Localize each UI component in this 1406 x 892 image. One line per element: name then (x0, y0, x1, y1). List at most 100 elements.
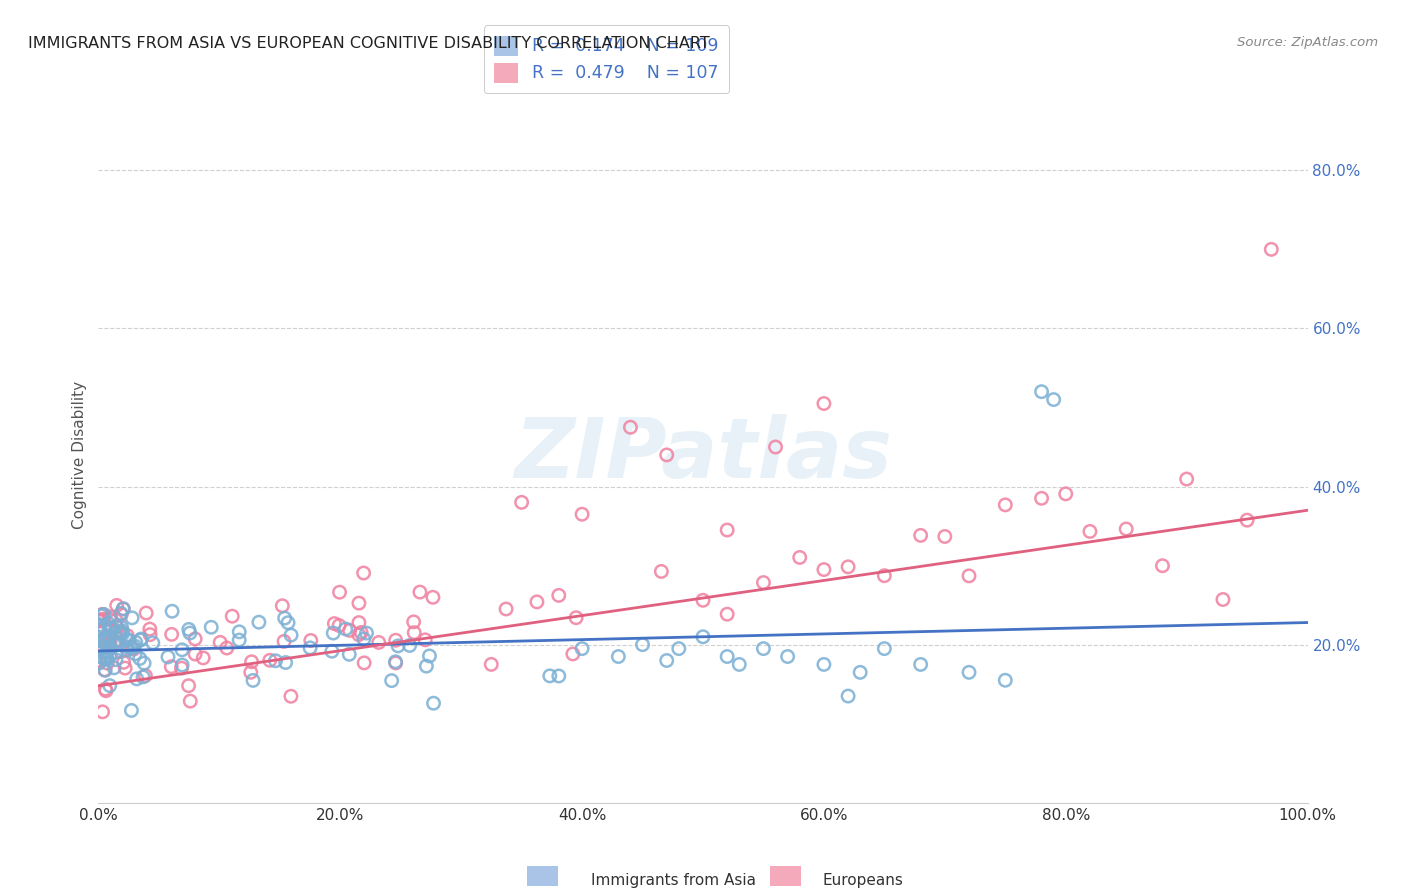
Point (160, 627, 183, 641)
Point (547, 588, 569, 602)
Point (339, 624, 361, 638)
Point (479, 657, 502, 672)
Point (103, 661, 125, 675)
Point (849, 665, 872, 680)
Text: Europeans: Europeans (823, 872, 904, 888)
Point (121, 611, 143, 625)
Point (353, 656, 375, 670)
Point (91, 612, 114, 626)
Point (135, 606, 157, 620)
Point (1236, 513, 1258, 527)
Point (1054, 487, 1077, 501)
Point (184, 632, 207, 646)
Point (299, 633, 322, 648)
Point (114, 661, 136, 675)
Point (108, 636, 131, 650)
Point (1115, 522, 1137, 536)
Point (89, 654, 111, 668)
Point (347, 627, 370, 641)
Point (571, 507, 593, 521)
Point (418, 648, 440, 663)
Point (112, 602, 135, 616)
Text: Immigrants from Asia: Immigrants from Asia (591, 872, 755, 888)
Point (561, 647, 583, 661)
Point (96, 652, 118, 666)
Point (335, 622, 357, 636)
Point (134, 669, 156, 683)
Point (910, 657, 932, 672)
Point (139, 622, 162, 636)
Point (813, 396, 835, 410)
Point (347, 596, 370, 610)
Point (132, 670, 155, 684)
Point (91, 635, 114, 649)
Point (1031, 491, 1053, 506)
Point (789, 550, 811, 565)
Point (353, 632, 375, 646)
Point (239, 665, 262, 680)
Point (384, 633, 406, 648)
Point (381, 673, 404, 688)
Point (184, 647, 207, 661)
Point (716, 523, 738, 537)
Point (668, 641, 690, 656)
Point (273, 611, 295, 625)
Point (240, 655, 263, 669)
Point (328, 618, 350, 632)
Point (607, 649, 630, 664)
Point (910, 528, 932, 542)
Point (93, 621, 115, 635)
Point (91, 633, 114, 648)
Point (280, 690, 302, 704)
Point (91, 705, 114, 719)
Point (105, 620, 128, 634)
Point (91, 607, 114, 622)
Point (111, 621, 134, 635)
Point (242, 673, 264, 688)
Point (692, 593, 714, 607)
Point (105, 645, 128, 659)
Point (160, 659, 183, 673)
Point (98, 631, 121, 645)
Point (1152, 558, 1174, 573)
Y-axis label: Cognitive Disability: Cognitive Disability (72, 381, 87, 529)
Point (117, 628, 139, 642)
Point (94, 681, 117, 696)
Point (1078, 524, 1101, 539)
Point (228, 633, 250, 648)
Point (104, 653, 127, 667)
Point (547, 669, 569, 683)
Point (404, 625, 426, 640)
Point (177, 623, 200, 637)
Point (384, 656, 406, 670)
Point (353, 566, 375, 580)
Point (259, 653, 281, 667)
Point (873, 641, 896, 656)
Point (160, 604, 183, 618)
Point (716, 607, 738, 622)
Point (994, 498, 1017, 512)
Legend: R =  0.174    N = 109, R =  0.479    N = 107: R = 0.174 N = 109, R = 0.479 N = 107 (484, 25, 730, 93)
Point (934, 529, 956, 543)
Point (93, 651, 115, 665)
Point (1042, 392, 1064, 407)
Point (122, 642, 145, 657)
Point (650, 565, 672, 579)
Point (89, 618, 111, 632)
Point (98, 648, 121, 663)
Point (398, 639, 420, 653)
Point (277, 615, 299, 630)
Point (384, 655, 406, 669)
Point (90, 613, 112, 627)
Point (179, 626, 201, 640)
Point (111, 626, 134, 640)
Point (104, 635, 127, 649)
Point (1212, 592, 1234, 607)
Point (413, 632, 436, 647)
Point (228, 624, 250, 639)
Point (274, 656, 297, 670)
Point (91, 640, 114, 654)
Point (96, 650, 118, 665)
Point (97, 616, 120, 631)
Point (98, 640, 121, 654)
